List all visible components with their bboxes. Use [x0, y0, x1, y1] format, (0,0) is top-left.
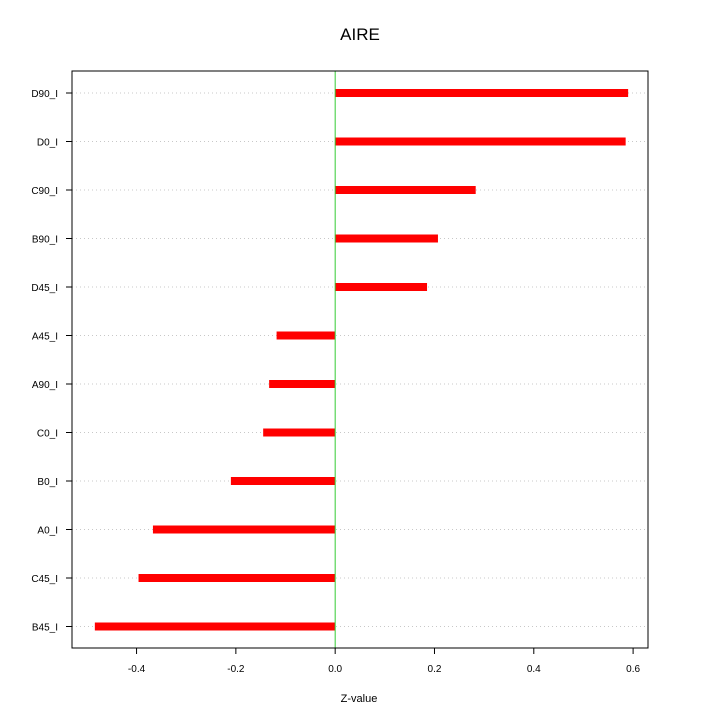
bar	[138, 574, 336, 582]
y-tick-label: D45_I	[31, 283, 58, 294]
y-tick-label: A0_I	[37, 526, 58, 537]
bars	[94, 89, 629, 631]
bar	[335, 186, 476, 194]
bar	[94, 622, 336, 631]
y-tick-label: B90_I	[32, 235, 58, 246]
bar	[230, 477, 336, 485]
x-tick-label: 0.6	[626, 664, 640, 675]
x-tick-label: 0.4	[527, 664, 541, 675]
y-tick-label: A45_I	[32, 332, 58, 343]
x-tick-label: 0.0	[328, 664, 342, 675]
bar	[269, 380, 336, 388]
y-tick-label: B0_I	[37, 477, 58, 488]
x-axis-label: Z-value	[341, 693, 378, 705]
bar	[152, 525, 336, 534]
bar	[335, 234, 438, 243]
y-tick-label: B45_I	[32, 623, 58, 634]
x-tick-label: 0.2	[428, 664, 442, 675]
bar	[276, 331, 336, 340]
y-axis: D90_I D0_I C90_I B90_I D45_I A45_I A90_I C0_I B0…	[31, 89, 72, 634]
x-tick-label: -0.4	[128, 664, 146, 675]
bar	[335, 283, 428, 291]
grid-lines	[72, 92, 648, 627]
bar	[263, 428, 336, 437]
y-tick-label: C90_I	[31, 186, 58, 197]
chart-title: AIRE	[340, 25, 380, 44]
y-tick-label: C45_I	[31, 574, 58, 585]
x-axis: -0.4 -0.2 0.0 0.2 0.4 0.6	[128, 648, 640, 675]
y-tick-label: D0_I	[37, 138, 58, 149]
y-tick-label: C0_I	[37, 429, 58, 440]
bar	[335, 137, 626, 146]
y-tick-label: A90_I	[32, 380, 58, 391]
bar	[335, 89, 629, 97]
y-tick-label: D90_I	[31, 89, 58, 100]
plot-frame	[71, 70, 649, 649]
x-tick-label: -0.2	[227, 664, 245, 675]
